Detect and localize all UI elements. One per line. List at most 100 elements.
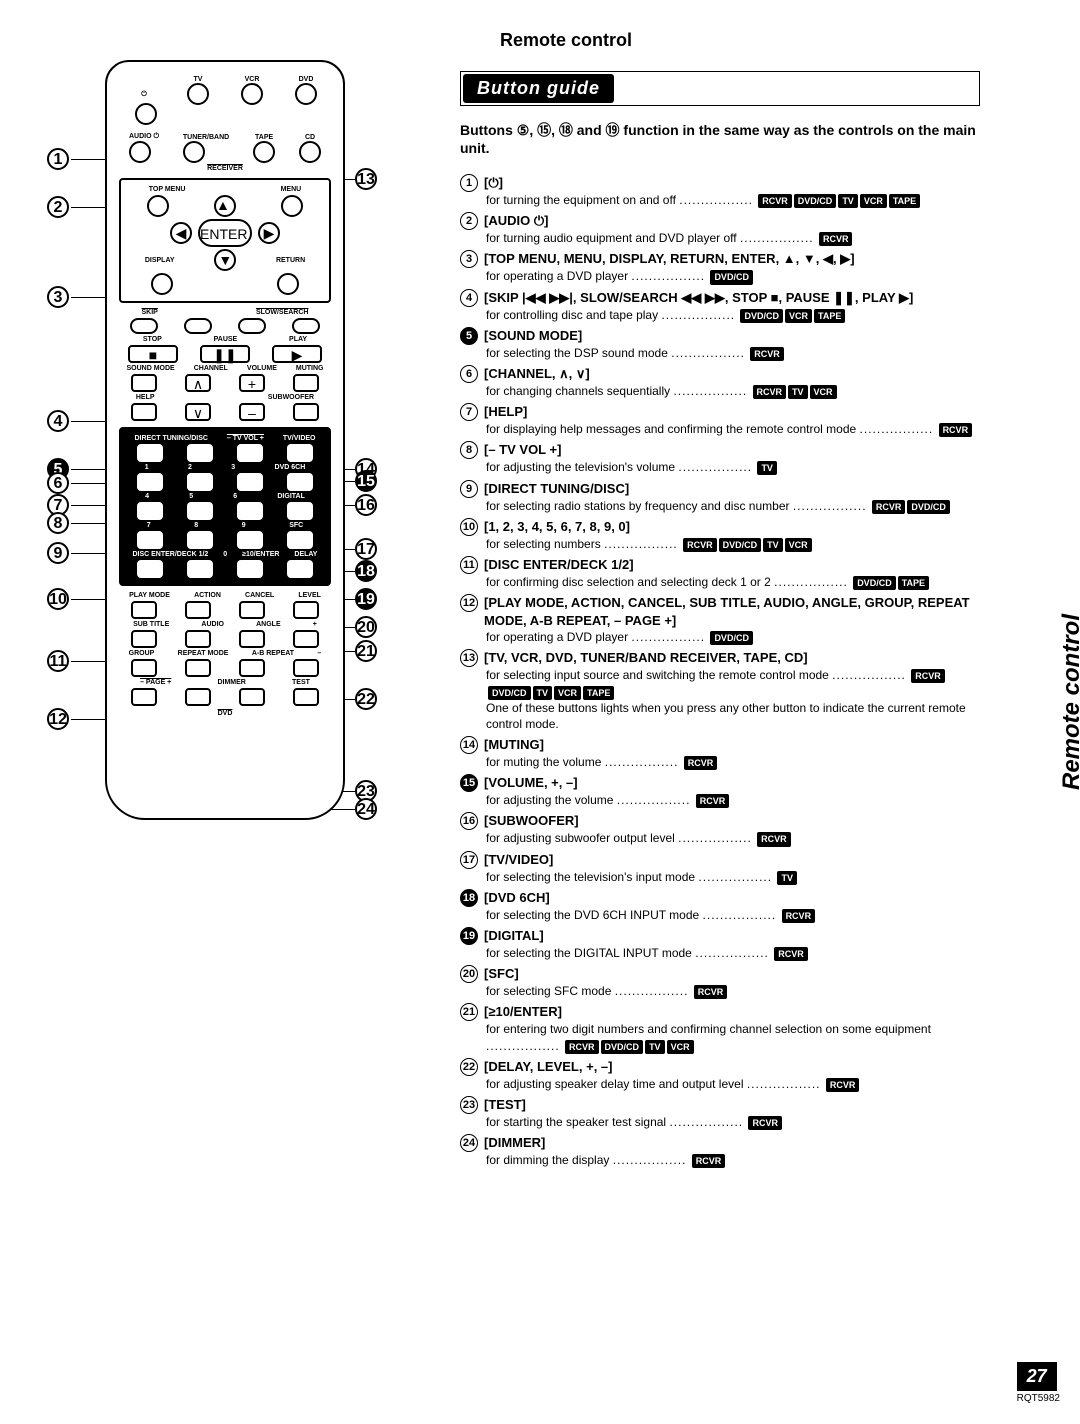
guide-item-9: 9 [DIRECT TUNING/DISC] for selecting rad…: [460, 480, 980, 514]
tag-vcr: VCR: [785, 309, 812, 323]
lbl-discenter: DISC ENTER/DECK 1/2: [132, 551, 208, 558]
section-header: Remote control: [500, 30, 980, 51]
lbl-6: 6: [233, 493, 237, 500]
btn-power: [135, 103, 157, 125]
guide-item-23: 23 [TEST] for starting the speaker test …: [460, 1096, 980, 1130]
tag-rcvr: RCVR: [819, 232, 853, 246]
tag-vcr: VCR: [810, 385, 837, 399]
tag-dvdcd: DVD/CD: [488, 686, 531, 700]
btn-return: [277, 273, 299, 295]
btn-6: [237, 502, 263, 520]
btn-3: [237, 473, 263, 491]
guide-desc: for selecting numbers ................. …: [486, 536, 980, 552]
callout-24: 24: [355, 798, 377, 820]
tag-tv: TV: [763, 538, 783, 552]
lbl-help: HELP: [136, 394, 155, 401]
lbl-action: ACTION: [194, 592, 221, 599]
btn-page-up: [185, 688, 211, 706]
tag-rcvr: RCVR: [683, 538, 717, 552]
lbl-group: GROUP: [129, 650, 155, 657]
tag-tv: TV: [788, 385, 808, 399]
tag-dvdcd: DVD/CD: [853, 576, 896, 590]
guide-desc: for displaying help messages and confirm…: [486, 421, 980, 437]
tag-dvdcd: DVD/CD: [907, 500, 950, 514]
guide-item-14: 14 [MUTING] for muting the volume ......…: [460, 736, 980, 770]
btn-playmode: [131, 601, 157, 619]
tag-vcr: VCR: [860, 194, 887, 208]
guide-item-22: 22 [DELAY, LEVEL, +, –] for adjusting sp…: [460, 1058, 980, 1092]
guide-title: [SOUND MODE]: [484, 327, 582, 345]
guide-item-6: 6 [CHANNEL, ∧, ∨] for changing channels …: [460, 365, 980, 399]
lbl-repeat: REPEAT MODE: [178, 650, 229, 657]
page-number-box: 27 RQT5982: [1017, 1362, 1060, 1404]
lbl-channel: CHANNEL: [194, 365, 228, 372]
guide-title: [AUDIO ⏻]: [484, 212, 548, 230]
guide-num: 20: [460, 965, 478, 983]
guide-item-10: 10 [1, 2, 3, 4, 5, 6, 7, 8, 9, 0] for se…: [460, 518, 980, 552]
guide-desc: for controlling disc and tape play .....…: [486, 307, 980, 323]
lbl-tv: TV: [187, 76, 209, 83]
btn-skip-back: [130, 318, 158, 334]
guide-desc: for turning audio equipment and DVD play…: [486, 230, 980, 246]
lbl-return: RETURN: [276, 257, 305, 264]
callout-3: 3: [47, 286, 69, 308]
guide-title: [DVD 6CH]: [484, 889, 550, 907]
btn-ch-down: ∨: [185, 403, 211, 421]
btn-stop: ■: [128, 345, 178, 363]
guide-title: [VOLUME, +, –]: [484, 774, 578, 792]
guide-desc: for operating a DVD player .............…: [486, 268, 980, 284]
lbl-5: 5: [189, 493, 193, 500]
guide-num: 1: [460, 174, 478, 192]
guide-title: [SKIP |◀◀ ▶▶|, SLOW/SEARCH ◀◀ ▶▶, STOP ■…: [484, 289, 913, 307]
lbl-menu: MENU: [281, 186, 302, 193]
guide-item-11: 11 [DISC ENTER/DECK 1/2] for confirming …: [460, 556, 980, 590]
guide-num: 24: [460, 1134, 478, 1152]
guide-desc: for selecting input source and switching…: [486, 667, 980, 699]
btn-tuner: [183, 141, 205, 163]
guide-title: [TEST]: [484, 1096, 526, 1114]
callout-11: 11: [47, 650, 69, 672]
guide-item-8: 8 [– TV VOL +] for adjusting the televis…: [460, 441, 980, 475]
callout-21: 21: [355, 640, 377, 662]
guide-title: [⏻]: [484, 174, 503, 192]
arrow-down-icon: ▼: [214, 249, 236, 271]
btn-directtuning: [137, 444, 163, 462]
lbl-topmenu: TOP MENU: [149, 186, 186, 193]
page-number: 27: [1017, 1362, 1057, 1391]
btn-topmenu: [147, 195, 169, 217]
lbl-dvd: DVD: [295, 76, 317, 83]
lbl-cancel: CANCEL: [245, 592, 274, 599]
lbl-vcr: VCR: [241, 76, 263, 83]
btn-2: [187, 473, 213, 491]
tag-rcvr: RCVR: [939, 423, 973, 437]
guide-num: 3: [460, 250, 478, 268]
btn-ch-up: ∧: [185, 374, 211, 392]
callout-18: 18: [355, 560, 377, 582]
lbl-tape: TAPE: [253, 134, 275, 141]
callout-6: 6: [47, 472, 69, 494]
guide-desc: for changing channels sequentially .....…: [486, 383, 980, 399]
btn-angle: [239, 630, 265, 648]
tag-tape: TAPE: [889, 194, 920, 208]
lbl-play: PLAY: [289, 336, 307, 343]
lbl-2: 2: [188, 464, 192, 471]
tag-dvdcd: DVD/CD: [719, 538, 762, 552]
btn-subtitle: [131, 630, 157, 648]
btn-dvd: [295, 83, 317, 105]
tag-rcvr: RCVR: [911, 669, 945, 683]
callout-2: 2: [47, 196, 69, 218]
callout-16: 16: [355, 494, 377, 516]
btn-skip-fwd: [184, 318, 212, 334]
btn-search-fwd: [292, 318, 320, 334]
btn-menu: [281, 195, 303, 217]
btn-tv: [187, 83, 209, 105]
page: 123456789101112 131415161718192021222324…: [0, 0, 1080, 1424]
tag-tape: TAPE: [814, 309, 845, 323]
guide-item-5: 5 [SOUND MODE] for selecting the DSP sou…: [460, 327, 980, 361]
guide-title: [TV, VCR, DVD, TUNER/BAND RECEIVER, TAPE…: [484, 649, 808, 667]
callout-10: 10: [47, 588, 69, 610]
guide-desc: for selecting the television's input mod…: [486, 869, 980, 885]
tag-rcvr: RCVR: [782, 909, 816, 923]
callout-22: 22: [355, 688, 377, 710]
btn-sfc: [287, 531, 313, 549]
